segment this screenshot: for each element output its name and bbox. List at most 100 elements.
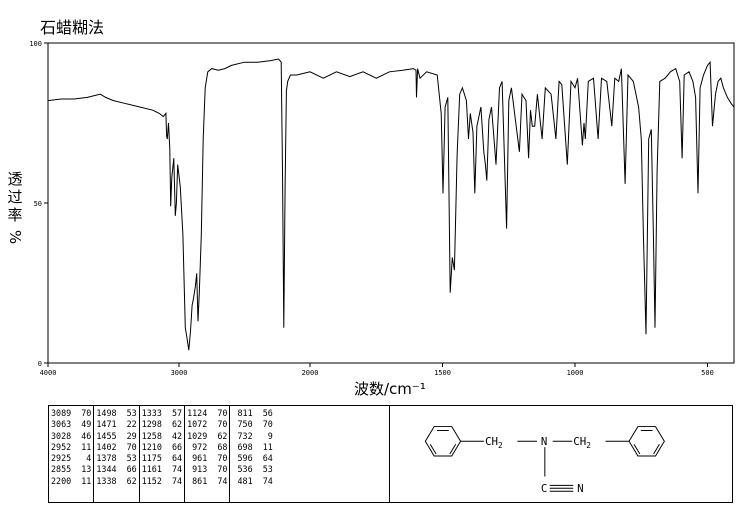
peak-wavenumber: 1498 [96, 408, 117, 418]
x-tick-label: 2000 [302, 369, 319, 377]
peak-transmittance: 11 [81, 475, 92, 486]
peak-row: 698 11 [232, 442, 272, 453]
peak-wavenumber: 2925 [51, 453, 72, 464]
peak-wavenumber: 1338 [96, 475, 117, 486]
peak-wavenumber: 1402 [96, 441, 117, 452]
peak-transmittance: 74 [217, 475, 228, 486]
peak-transmittance: 74 [262, 475, 273, 486]
y-axis-label-char-3: 率 [7, 206, 23, 224]
peak-transmittance: 70 [217, 419, 228, 430]
x-tick-label: 1500 [434, 369, 451, 377]
peak-wavenumber: 1175 [141, 453, 162, 464]
peak-transmittance: 57 [171, 408, 183, 418]
x-axis-label: 波数/cm⁻¹ [354, 380, 426, 398]
peak-wavenumber: 811 [232, 408, 253, 418]
peak-table: 3089 70 3063 49 3028 46 2952 11 2925 4 2855 1… [48, 405, 390, 503]
peak-wavenumber: 481 [232, 475, 253, 486]
peak-row: 536 53 [232, 464, 272, 475]
peak-row: 1402 70 [96, 442, 136, 453]
peak-transmittance: 70 [217, 464, 228, 475]
peak-transmittance: 74 [171, 464, 183, 475]
x-tick-label: 3000 [171, 369, 188, 377]
peak-row: 1161 74 [142, 464, 182, 475]
peak-row: 732 9 [232, 431, 272, 442]
peak-transmittance: 53 [126, 408, 137, 418]
spectrum-line [47, 58, 735, 351]
peak-row: 1498 53 [96, 408, 136, 419]
peak-transmittance: 66 [126, 464, 137, 475]
peak-wavenumber: 1152 [141, 475, 162, 486]
peak-transmittance: 66 [171, 441, 183, 452]
peak-wavenumber: 2855 [51, 464, 72, 475]
y-axis-label: 透 过 率 % [4, 170, 26, 246]
peak-transmittance: 29 [126, 430, 137, 441]
nitrile-n-label: N [577, 482, 583, 495]
nitrile-c-label: C [541, 482, 547, 495]
peak-transmittance: 56 [262, 408, 273, 418]
peak-row: 1333 57 [142, 408, 182, 419]
peak-wavenumber: 1124 [187, 408, 208, 418]
peak-wavenumber: 861 [187, 475, 208, 486]
peak-column: 1124 70 1072 70 1029 62 972 68 961 70 913 … [185, 406, 231, 502]
peak-transmittance: 70 [217, 453, 228, 464]
peak-transmittance: 53 [126, 453, 137, 464]
right-ch2-label: CH2 [573, 435, 591, 450]
peak-wavenumber: 1258 [141, 430, 162, 441]
peak-transmittance: 62 [126, 475, 137, 486]
peak-row: 1210 66 [142, 442, 182, 453]
peak-row: 1344 66 [96, 464, 136, 475]
peak-transmittance: 64 [171, 453, 183, 464]
peak-transmittance: 42 [171, 430, 183, 441]
x-tick-label: 1000 [567, 369, 584, 377]
peak-column: 811 56 750 70 732 9 698 11 596 64 536 53… [230, 406, 274, 502]
peak-wavenumber: 596 [232, 453, 253, 464]
peak-transmittance: 53 [262, 464, 273, 475]
peak-transmittance: 70 [217, 408, 228, 418]
peak-wavenumber: 750 [232, 419, 253, 430]
peak-transmittance: 68 [217, 441, 228, 452]
peak-column: 1498 53 1471 22 1455 29 1402 70 1378 53 1344 … [94, 406, 140, 502]
peak-wavenumber: 2200 [51, 475, 72, 486]
peak-wavenumber: 1072 [187, 419, 208, 430]
peak-row: 2925 4 [51, 453, 91, 464]
peak-row: 961 70 [187, 453, 227, 464]
peak-wavenumber: 3089 [51, 408, 72, 418]
plot-frame [47, 42, 735, 364]
left-benzene-ring [424, 426, 462, 457]
amine-n-label: N [541, 435, 547, 448]
y-tick-label: 100 [29, 40, 42, 48]
peak-column: 1333 57 1298 62 1258 42 1210 66 1175 64 1161 … [140, 406, 186, 502]
peak-row: 2952 11 [51, 442, 91, 453]
peak-wavenumber: 2952 [51, 441, 72, 452]
peak-wavenumber: 972 [187, 441, 208, 452]
structure-diagram: CH2 N CH2 C N [390, 405, 733, 503]
peak-wavenumber: 1378 [96, 453, 117, 464]
peak-wavenumber: 732 [232, 430, 253, 441]
peak-row: 1029 62 [187, 431, 227, 442]
x-axis-ticks: 4000 3000 2000 1500 1000 500 [40, 363, 714, 377]
method-label: 石蜡糊法 [40, 18, 105, 37]
right-benzene-ring [628, 426, 665, 457]
peak-wavenumber: 1333 [141, 408, 162, 418]
peak-row: 1455 29 [96, 431, 136, 442]
peak-transmittance: 62 [217, 430, 228, 441]
peak-row: 481 74 [232, 476, 272, 487]
peak-transmittance: 62 [171, 419, 183, 430]
peak-wavenumber: 1344 [96, 464, 117, 475]
peak-row: 1378 53 [96, 453, 136, 464]
left-ring-double-bond-2 [449, 443, 457, 455]
x-tick-label: 4000 [40, 369, 57, 377]
peak-wavenumber: 1029 [187, 430, 208, 441]
peak-transmittance: 22 [126, 419, 137, 430]
peak-transmittance: 49 [81, 419, 92, 430]
peak-transmittance: 11 [81, 441, 92, 452]
peak-row: 1124 70 [187, 408, 227, 419]
peak-wavenumber: 1455 [96, 430, 117, 441]
x-tick-label: 500 [701, 369, 714, 377]
peak-wavenumber: 3063 [51, 419, 72, 430]
y-axis-label-char-1: 透 [7, 170, 23, 188]
peak-wavenumber: 1298 [141, 419, 162, 430]
peak-row: 913 70 [187, 464, 227, 475]
left-ch2-label: CH2 [485, 435, 503, 450]
peak-row: 1175 64 [142, 453, 182, 464]
